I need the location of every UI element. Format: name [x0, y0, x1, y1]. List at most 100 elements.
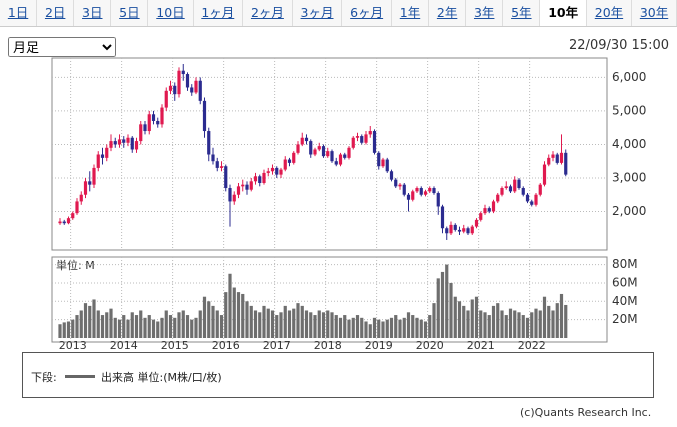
- volume-bar: [385, 319, 389, 338]
- y2-tick-label: 20M: [612, 312, 638, 326]
- volume-bar: [287, 310, 292, 338]
- period-tab[interactable]: 6ヶ月: [342, 0, 392, 26]
- volume-bar: [406, 312, 411, 338]
- volume-bar: [445, 264, 449, 338]
- candle-body: [449, 224, 453, 234]
- volume-bar: [313, 315, 317, 338]
- candle-body: [109, 141, 113, 148]
- candle-body: [364, 134, 368, 143]
- candle-body: [143, 124, 147, 132]
- volume-bar: [428, 315, 432, 338]
- period-tab[interactable]: 3ヶ月: [293, 0, 343, 26]
- volume-bar: [292, 308, 296, 338]
- volume-bar: [534, 308, 538, 338]
- candle-body: [347, 147, 351, 158]
- period-tab[interactable]: 3日: [74, 0, 112, 26]
- x-tick-label: 2016: [212, 339, 240, 350]
- candle-body: [292, 152, 296, 163]
- candle-body: [270, 167, 275, 172]
- period-tab[interactable]: 2日: [37, 0, 75, 26]
- candle-body: [517, 179, 521, 189]
- volume-bar: [402, 317, 406, 338]
- candle-body: [436, 193, 440, 207]
- volume-bar: [521, 315, 525, 338]
- volume-bar: [321, 312, 326, 338]
- volume-bar: [466, 310, 470, 338]
- volume-bar: [253, 310, 258, 338]
- volume-bar: [504, 315, 508, 338]
- candle-body: [317, 146, 321, 150]
- volume-bar: [555, 303, 559, 338]
- candle-body: [355, 136, 360, 138]
- volume-bar: [419, 319, 423, 338]
- y2-tick-label: 80M: [612, 257, 638, 271]
- candle-body: [117, 139, 122, 145]
- candle-body: [151, 114, 156, 121]
- candle-body: [283, 159, 287, 170]
- volume-bar: [411, 315, 415, 338]
- candle-body: [555, 154, 559, 163]
- volume-bar: [368, 324, 372, 338]
- candle-body: [253, 176, 258, 182]
- candle-body: [79, 194, 83, 202]
- candle-body: [105, 147, 109, 158]
- volume-bar: [296, 303, 300, 338]
- period-tab[interactable]: 2ヶ月: [243, 0, 293, 26]
- volume-bar: [62, 322, 66, 338]
- period-tab[interactable]: 2年: [429, 0, 467, 26]
- volume-bar: [330, 312, 334, 338]
- volume-bar: [160, 317, 164, 338]
- volume-bar: [551, 310, 555, 338]
- candle-body: [232, 194, 236, 202]
- candle-body: [190, 87, 194, 93]
- x-tick-label: 2019: [365, 339, 393, 350]
- volume-bar: [462, 305, 466, 338]
- volume-bar: [147, 315, 151, 338]
- candle-body: [343, 154, 347, 158]
- candle-body: [372, 131, 377, 153]
- volume-bar: [66, 321, 71, 338]
- candle-body: [419, 188, 423, 195]
- volume-bar: [224, 292, 228, 338]
- volume-bar: [479, 310, 483, 338]
- volume-bar: [351, 317, 355, 338]
- candle-body: [338, 154, 343, 165]
- volume-bar: [249, 305, 253, 338]
- volume-unit: 単位: M: [56, 258, 95, 272]
- volume-bar: [134, 315, 139, 338]
- candle-body: [224, 166, 228, 189]
- period-select[interactable]: 月足: [8, 37, 116, 57]
- volume-bar: [100, 315, 105, 338]
- volume-bar: [300, 305, 304, 338]
- period-tab[interactable]: 1年: [392, 0, 430, 26]
- period-tab[interactable]: 5年: [503, 0, 541, 26]
- period-tab[interactable]: 10年: [540, 0, 587, 26]
- volume-bar: [117, 319, 122, 338]
- candle-body: [262, 172, 266, 183]
- volume-bar: [92, 299, 96, 338]
- candle-body: [211, 154, 215, 162]
- volume-bar: [177, 312, 181, 338]
- candle-body: [334, 161, 338, 165]
- volume-bar: [228, 273, 232, 338]
- volume-bar: [126, 319, 130, 338]
- candle-body: [351, 137, 355, 148]
- period-tab[interactable]: 1日: [0, 0, 38, 26]
- candle-body: [542, 164, 547, 185]
- period-tab[interactable]: 10日: [148, 0, 194, 26]
- period-tab[interactable]: 5日: [111, 0, 149, 26]
- period-tab[interactable]: 20年: [587, 0, 632, 26]
- period-tab[interactable]: 3年: [466, 0, 504, 26]
- volume-bar: [525, 317, 530, 338]
- candle-body: [411, 191, 415, 200]
- candle-body: [440, 206, 445, 229]
- volume-bar: [83, 303, 88, 338]
- candle-body: [538, 184, 542, 195]
- candle-body: [415, 188, 419, 192]
- candle-body: [445, 228, 449, 234]
- y-tick-label: 6,000: [612, 70, 646, 84]
- volume-bar: [109, 308, 113, 338]
- candle-body: [368, 131, 372, 135]
- period-tab[interactable]: 1ヶ月: [194, 0, 244, 26]
- legend-line: [65, 375, 95, 378]
